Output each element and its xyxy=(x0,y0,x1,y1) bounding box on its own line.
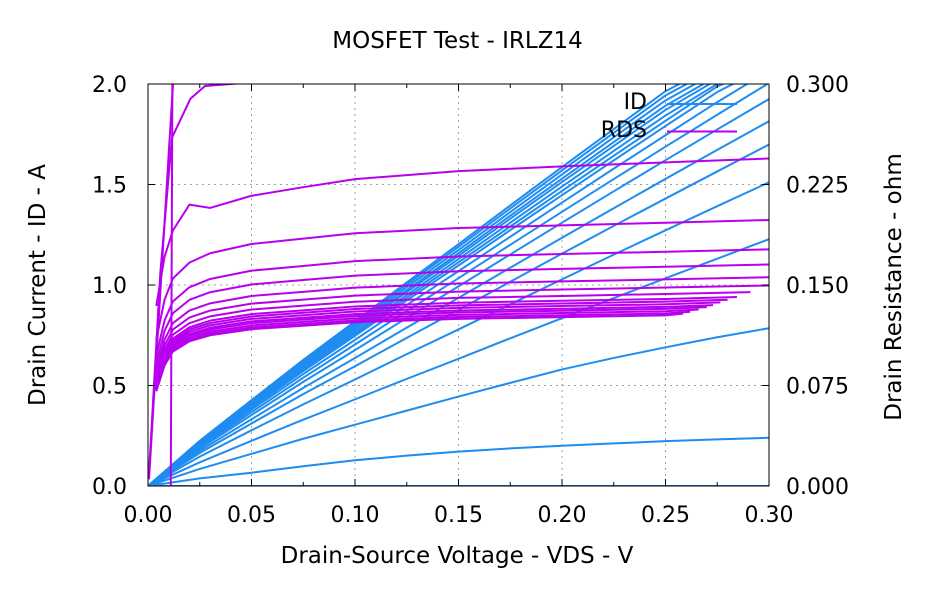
y-tick-label: 1.0 xyxy=(92,274,127,299)
legend-label-id: ID xyxy=(624,90,647,115)
id-curve xyxy=(148,98,769,486)
x-tick-label: 0.05 xyxy=(227,503,276,528)
id-curve xyxy=(148,84,769,486)
y-tick-label: 1.5 xyxy=(92,174,127,199)
y2-axis-label: Drain Resistance - ohm xyxy=(881,153,907,420)
y2-tick-label: 0.000 xyxy=(786,475,849,500)
x-axis-label: Drain-Source Voltage - VDS - V xyxy=(281,543,634,569)
y2-tick-label: 0.075 xyxy=(786,375,849,400)
y2-tick-label: 0.150 xyxy=(786,274,849,299)
x-tick-label: 0.00 xyxy=(124,503,173,528)
x-tick-label: 0.10 xyxy=(331,503,380,528)
y-axis-label: Drain Current - ID - A xyxy=(25,164,51,406)
id-curve xyxy=(148,84,736,486)
x-tick-label: 0.25 xyxy=(641,503,690,528)
chart-title: MOSFET Test - IRLZ14 xyxy=(332,28,582,54)
y2-tick-label: 0.225 xyxy=(786,174,849,199)
y-tick-label: 0.5 xyxy=(92,375,127,400)
id-curve xyxy=(148,327,769,486)
rds-series xyxy=(148,84,769,486)
axis-ticks xyxy=(147,83,770,487)
rds-curve xyxy=(169,84,174,486)
legend-label-rds: RDS xyxy=(601,118,647,143)
legend-entry-rds: RDS xyxy=(601,118,737,143)
x-tick-label: 0.15 xyxy=(434,503,483,528)
x-tick-label: 0.20 xyxy=(538,503,587,528)
id-curve xyxy=(148,436,769,486)
legend-entry-id: ID xyxy=(624,90,737,115)
id-curve xyxy=(148,181,769,486)
plot-series xyxy=(148,84,769,486)
tick-labels: 0.00 0.05 0.10 0.15 0.20 0.25 0.30 0.0 0.5 1.0 1.5… xyxy=(92,73,849,528)
y2-tick-label: 0.300 xyxy=(786,73,849,98)
legend: ID RDS xyxy=(601,90,737,143)
y-tick-label: 0.0 xyxy=(92,475,127,500)
y-tick-label: 2.0 xyxy=(92,73,127,98)
x-tick-label: 0.30 xyxy=(745,503,794,528)
